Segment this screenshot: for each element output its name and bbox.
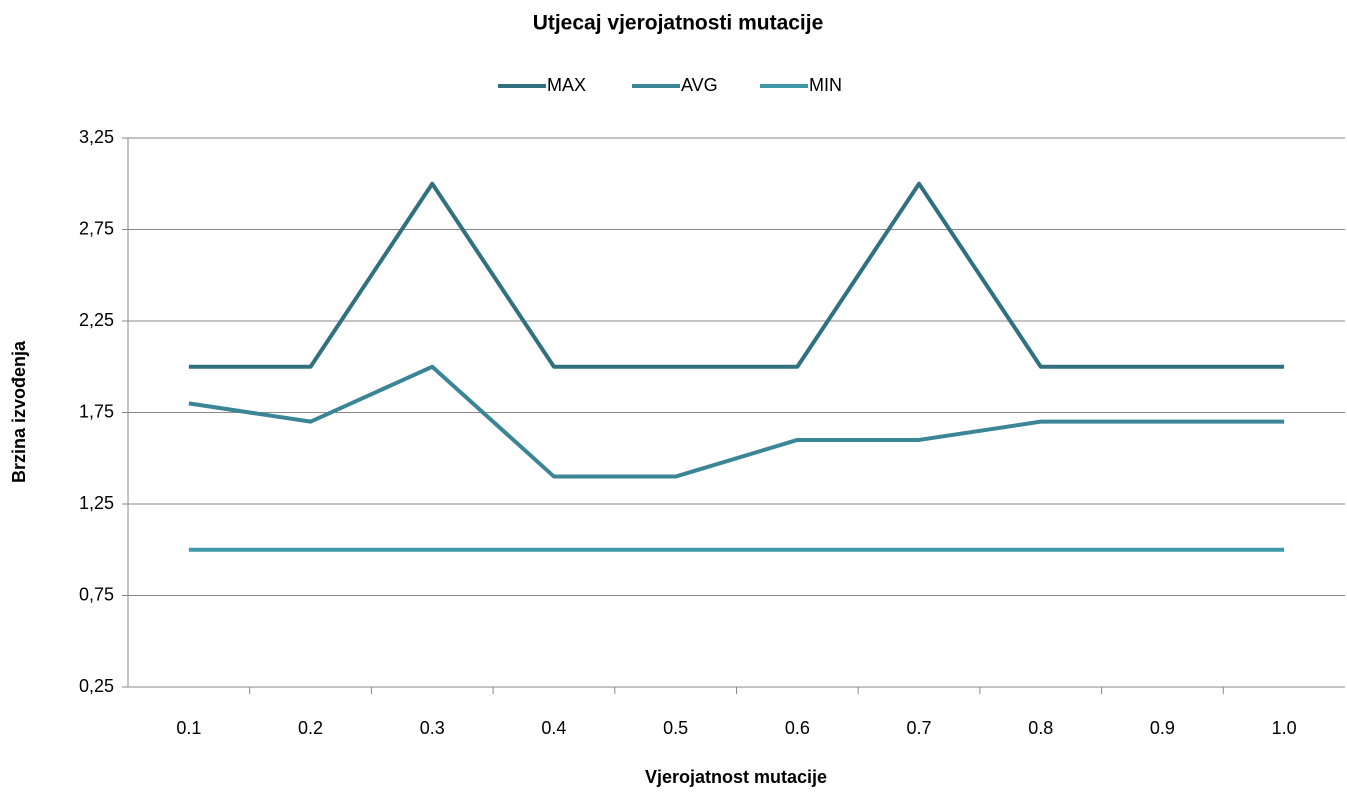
x-tick-label: 0.6 xyxy=(785,718,810,738)
legend-label: AVG xyxy=(681,75,718,95)
y-tick-label: 1,25 xyxy=(79,493,114,513)
y-axis-label: Brzina izvođenja xyxy=(9,340,29,483)
x-tick-label: 0.9 xyxy=(1150,718,1175,738)
x-tick-label: 0.7 xyxy=(907,718,932,738)
x-tick-label: 0.8 xyxy=(1028,718,1053,738)
y-tick-label: 2,25 xyxy=(79,310,114,330)
x-tick-label: 0.5 xyxy=(663,718,688,738)
y-tick-label: 0,75 xyxy=(79,584,114,604)
line-series xyxy=(188,364,1285,479)
y-tick-label: 0,25 xyxy=(79,676,114,696)
chart-title: Utjecaj vjerojatnosti mutacije xyxy=(533,12,824,35)
x-axis-label: Vjerojatnost mutacije xyxy=(645,767,827,787)
x-tick-label: 0.4 xyxy=(541,718,566,738)
line-series xyxy=(188,181,1285,369)
x-tick-label: 0.2 xyxy=(298,718,323,738)
legend-label: MAX xyxy=(547,75,586,95)
y-tick-label: 2,75 xyxy=(79,218,114,238)
y-tick-label: 1,75 xyxy=(79,401,114,421)
y-tick-label: 3,25 xyxy=(79,127,114,147)
x-tick-label: 0.3 xyxy=(420,718,445,738)
x-tick-label: 0.1 xyxy=(176,718,201,738)
x-tick-label: 1.0 xyxy=(1272,718,1297,738)
legend-label: MIN xyxy=(809,75,842,95)
